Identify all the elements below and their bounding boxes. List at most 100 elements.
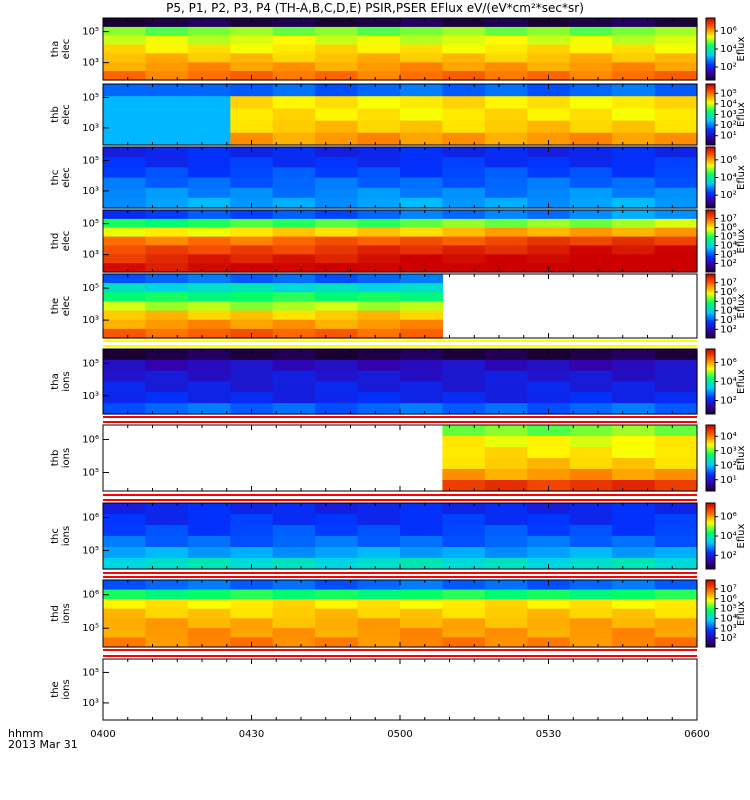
heatmap-cell [230,26,274,37]
heatmap-cell [484,547,528,559]
heatmap-cell [527,608,571,619]
heatmap-cell [272,359,316,372]
heatmap-cell [103,120,146,134]
heatmap-cell [400,245,443,255]
heatmap-cell [527,558,571,570]
heatmap-cell [442,525,486,537]
heatmap-cell [357,96,401,109]
heatmap-cell [145,53,189,63]
heatmap-cell [569,349,613,361]
heatmap-cell [612,187,656,199]
panel-thc-ions: 10⁶ 10⁵ thcions 10⁶ 10⁴ 10² Eflux [50,502,747,570]
y-axis-label: thaelec [50,39,72,60]
heatmap-cell [484,26,528,37]
heatmap-cell [569,480,613,492]
y-axis-label: thcions [50,526,72,546]
heatmap-cell [187,599,231,610]
colorbar-gradient [705,579,716,648]
heatmap-cell [484,381,528,393]
heatmap-cell [145,177,189,189]
heatmap-cell [357,580,401,591]
colorbar-tick-label: 10⁶ [720,287,737,298]
heatmap-cell [357,349,401,361]
heatmap-cell [612,132,656,146]
heatmap-cell [527,514,571,526]
heatmap-cell [527,599,571,610]
heatmap-cell [569,392,613,404]
x-tick-label: 0400 [90,729,115,740]
heatmap-cell [654,245,698,255]
heatmap-cell [230,254,274,264]
heatmap-cell [357,283,401,293]
heatmap-cell [527,177,571,189]
heatmap-cell [230,392,274,404]
heatmap-cell [442,547,486,559]
time-axis-label: hhmm [8,727,44,740]
colorbar-label: Eflux [736,228,747,253]
heatmap-cell [315,301,359,312]
heatmap-cell [612,62,656,72]
heatmap-cell [484,480,528,492]
heatmap-cell [103,71,146,81]
heatmap-cell [654,381,698,393]
heatmap-cell [357,547,401,559]
heatmap-cell [145,187,189,199]
heatmap-cell [103,35,146,46]
y-tick-label: 10³ [82,58,99,69]
heatmap-cell [357,218,401,229]
heatmap-cell [654,108,698,122]
heatmap-cell [230,292,274,302]
heatmap-cell [103,547,146,559]
heatmap-cell [654,458,698,470]
y-tick-label: 10⁵ [82,92,99,103]
heatmap-cell [569,254,613,264]
heatmap-cell [442,53,486,63]
heatmap-cell [569,18,613,28]
heatmap-cell [315,84,359,97]
heatmap-cell [527,187,571,199]
heatmap-cell [103,359,146,372]
heatmap-cell [272,392,316,404]
heatmap-cell [272,26,316,37]
heatmap-cell [145,589,189,600]
heatmap-cell [145,392,189,404]
heatmap-cell [103,210,146,220]
heatmap-cell [527,580,571,591]
heatmap-cell [315,167,359,179]
heatmap-cell [400,108,443,122]
heatmap-cell [230,157,274,168]
heatmap-cell [315,547,359,559]
heatmap-cell [527,35,571,46]
heatmap-cell [442,599,486,610]
heatmap-cell [484,525,528,537]
heatmap-cell [612,254,656,264]
heatmap-cell [315,589,359,600]
colorbar-tick-label: 10⁴ [720,44,737,55]
heatmap-cell [230,319,274,330]
heatmap-cell [654,627,698,639]
heatmap-cell [612,197,656,209]
mode-bar-gap [103,651,697,655]
heatmap-cell [357,599,401,610]
heatmap-cell [230,536,274,548]
heatmap-cell [103,283,146,293]
heatmap-cell [400,403,443,415]
heatmap-cell [612,157,656,168]
heatmap-cell [612,536,656,548]
heatmap-cell [187,167,231,179]
colorbar-gradient [705,17,716,81]
colorbar-tick-label: 10⁴ [720,173,737,184]
heatmap-cell [400,263,443,273]
heatmap-cell [442,84,486,97]
colorbar-gradient [705,348,716,415]
heatmap-cell [654,503,698,515]
heatmap-cell [357,637,401,648]
y-axis-label: theions [50,679,72,699]
heatmap-cell [272,177,316,189]
heatmap-cell [612,525,656,537]
heatmap-cell [357,147,401,158]
heatmap-cell [315,62,359,72]
heatmap-cell [145,44,189,55]
